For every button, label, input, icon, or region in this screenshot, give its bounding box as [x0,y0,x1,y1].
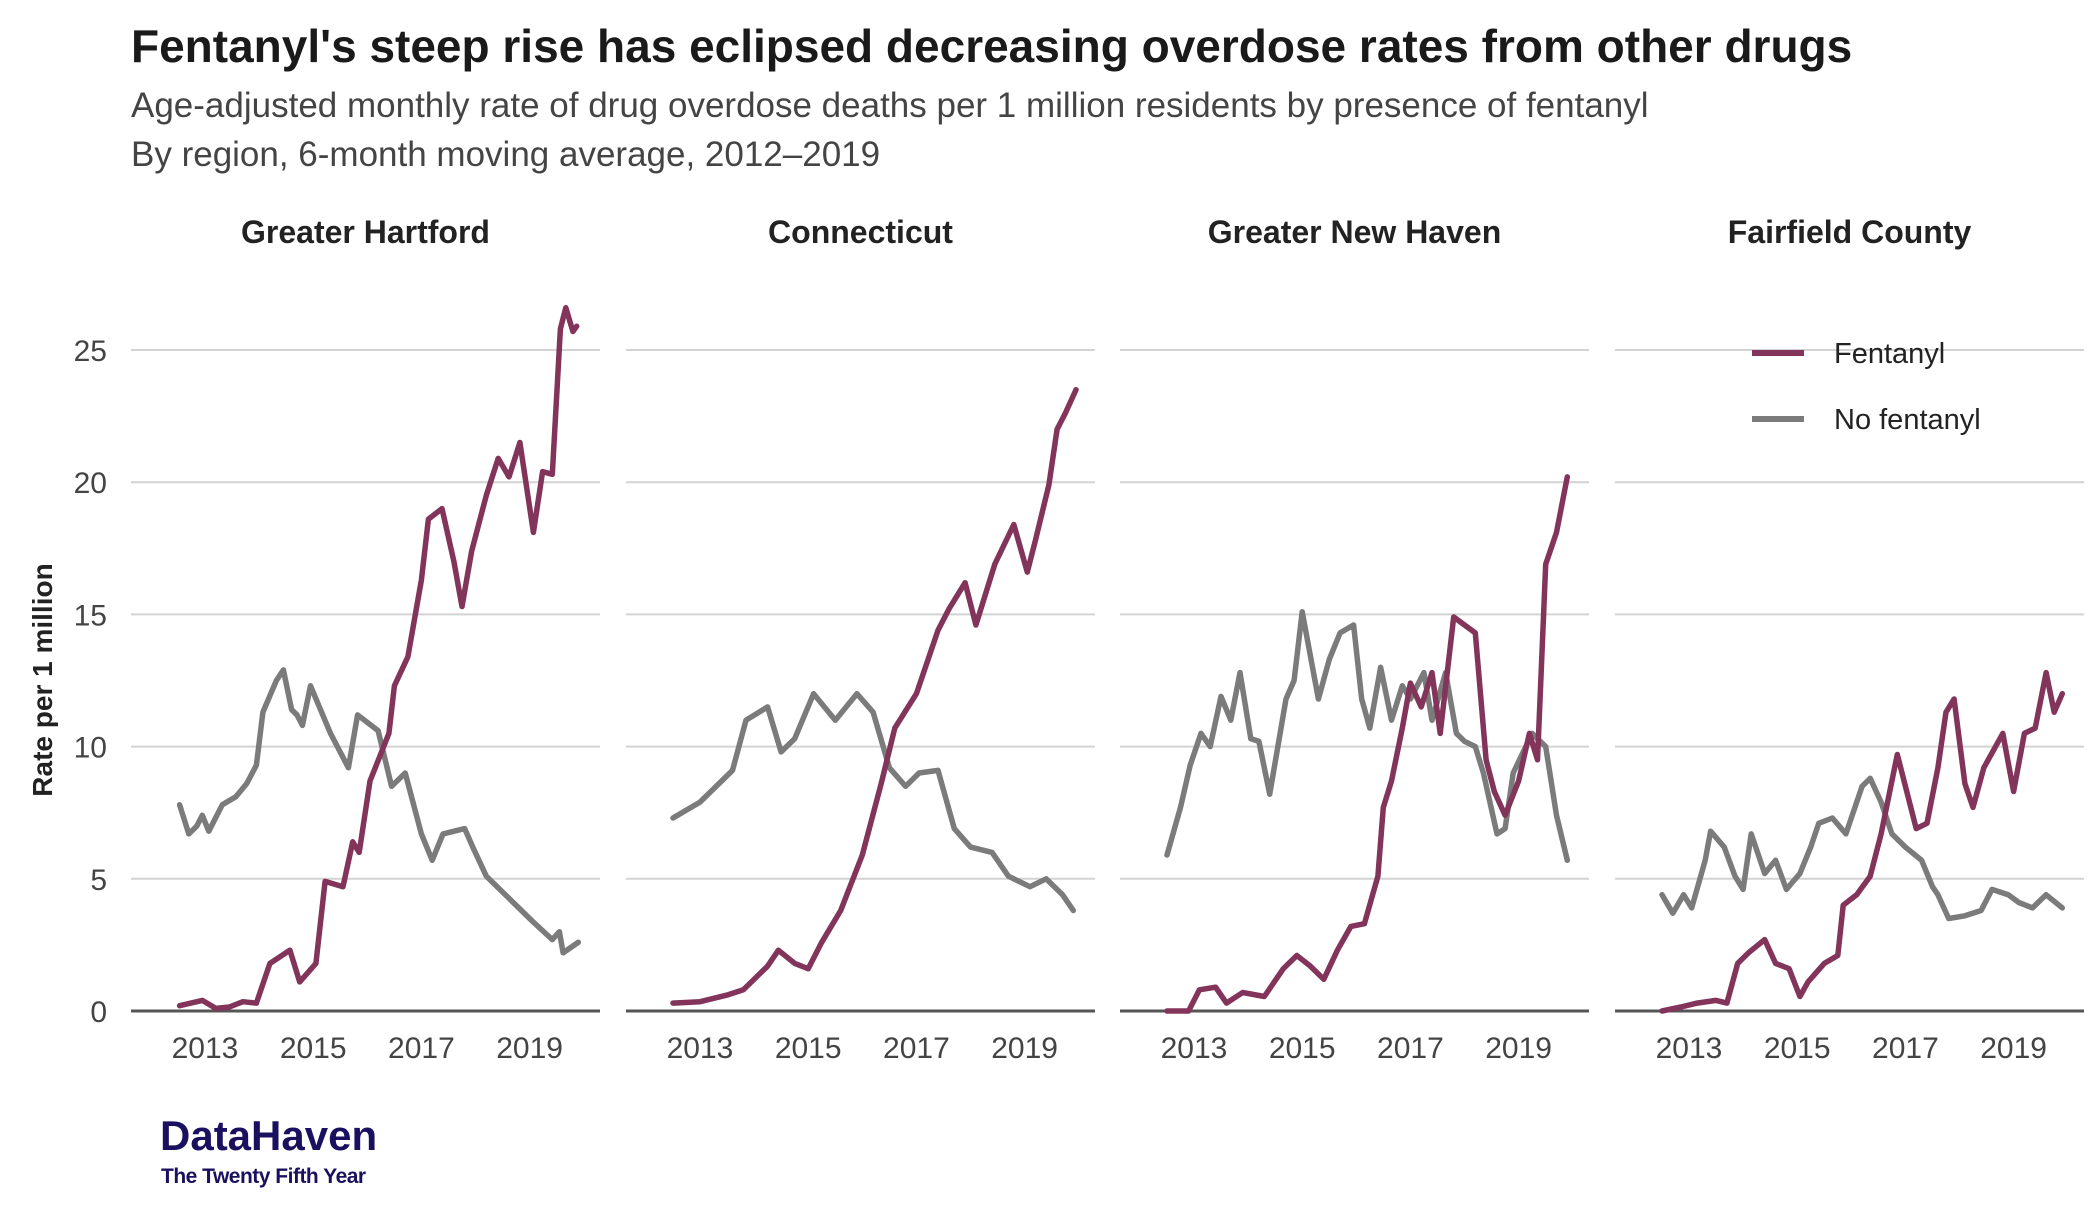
y-tick-label: 10 [74,732,107,765]
legend: Fentanyl No fentanyl [1752,338,1981,436]
x-tick-label: 2013 [667,1032,734,1065]
y-tick-label: 25 [74,335,107,368]
y-tick-label: 5 [90,864,107,897]
chart-title: Fentanyl's steep rise has eclipsed decre… [131,20,1852,72]
panel-title: Fairfield County [1728,214,1972,250]
x-tick-label: 2019 [496,1032,563,1065]
legend-label-no-fentanyl: No fentanyl [1834,404,1981,436]
chart-subtitle-line1: Age-adjusted monthly rate of drug overdo… [131,86,1649,125]
series-line-no-fentanyl [1164,609,1571,864]
x-tick-label: 2015 [280,1032,347,1065]
series-line-fentanyl [670,386,1079,1006]
series-line-no-fentanyl [670,690,1077,914]
x-tick-label: 2013 [1161,1032,1228,1065]
x-tick-label: 2017 [1872,1032,1939,1065]
y-axis-label: Rate per 1 million [27,563,58,796]
logo-tagline: The Twenty Fifth Year [161,1165,366,1188]
x-tick-label: 2015 [1269,1032,1336,1065]
x-tick-label: 2013 [172,1032,239,1065]
chart-subtitle-line2: By region, 6-month moving average, 2012–… [131,135,880,174]
panel-connecticut: Connecticut 2013 2015 2017 2019 [626,214,1095,1065]
x-tick-label: 2017 [883,1032,950,1065]
panel-fairfield-county: Fairfield County 2013 2015 2017 2019 [1615,214,2084,1065]
panel-greater-new-haven: Greater New Haven 2013 2015 2017 2019 [1120,214,1589,1065]
datahaven-logo: DataHaven The Twenty Fifth Year [160,1112,377,1188]
series-line-fentanyl [176,304,580,1012]
logo-name: DataHaven [160,1112,377,1159]
panel-title: Connecticut [768,214,953,250]
series-line-no-fentanyl [176,667,582,956]
x-tick-label: 2017 [388,1032,455,1065]
legend-label-fentanyl: Fentanyl [1834,338,1945,370]
panel-title: Greater Hartford [241,214,490,250]
x-tick-label: 2019 [991,1032,1058,1065]
series-line-fentanyl [1164,474,1571,1014]
panel-title: Greater New Haven [1208,214,1501,250]
panels: Greater Hartford 0 5 10 15 20 25 2013 2015 2017 20… [74,214,2084,1065]
x-tick-label: 2019 [1485,1032,1552,1065]
y-tick-label: 20 [74,467,107,500]
x-tick-label: 2013 [1656,1032,1723,1065]
x-tick-label: 2015 [1764,1032,1831,1065]
y-tick-label: 0 [90,996,107,1029]
panel-greater-hartford: Greater Hartford 0 5 10 15 20 25 2013 2015 2017 20… [74,214,600,1065]
y-tick-label: 15 [74,599,107,632]
x-tick-label: 2019 [1980,1032,2047,1065]
x-tick-label: 2017 [1377,1032,1444,1065]
series-line-fentanyl [1659,669,2066,1014]
series-line-no-fentanyl [1659,775,2066,922]
x-tick-label: 2015 [775,1032,842,1065]
